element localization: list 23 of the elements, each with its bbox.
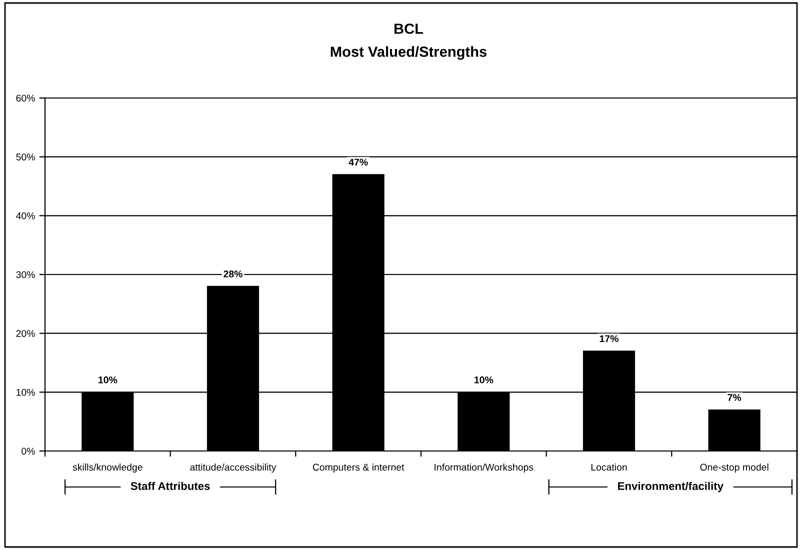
chart-title: BCL xyxy=(394,24,424,34)
data-label: 10% xyxy=(98,376,118,384)
text: Staff Attributes xyxy=(130,482,210,490)
y-tick-label: 0% xyxy=(22,448,35,455)
data-label: 28% xyxy=(224,270,242,278)
x-tick-label: skills/knowledge xyxy=(72,464,142,473)
x-tick-label: Location xyxy=(591,464,627,471)
x-tick-label: Information/Workshops xyxy=(434,464,534,473)
text: Environment/facility xyxy=(618,482,724,492)
data-label: 7% xyxy=(728,394,742,401)
y-tick-label: 30% xyxy=(16,271,35,278)
y-tick-label: 40% xyxy=(16,212,35,220)
x-tick-label: Computers & internet xyxy=(312,464,404,473)
data-label: 47% xyxy=(348,158,368,166)
x-tick-label: One-stop model xyxy=(700,464,768,473)
chart-subtitle: Most Valued/Strengths xyxy=(330,46,487,60)
y-tick-label: 10% xyxy=(16,388,35,396)
data-label: 17% xyxy=(600,335,618,342)
x-tick-label: attitude/accessibility xyxy=(190,464,276,473)
y-tick-label: 50% xyxy=(16,154,35,160)
y-tick-label: 60% xyxy=(16,94,35,102)
y-tick-label: 20% xyxy=(16,330,35,337)
data-label: 10% xyxy=(474,376,494,384)
